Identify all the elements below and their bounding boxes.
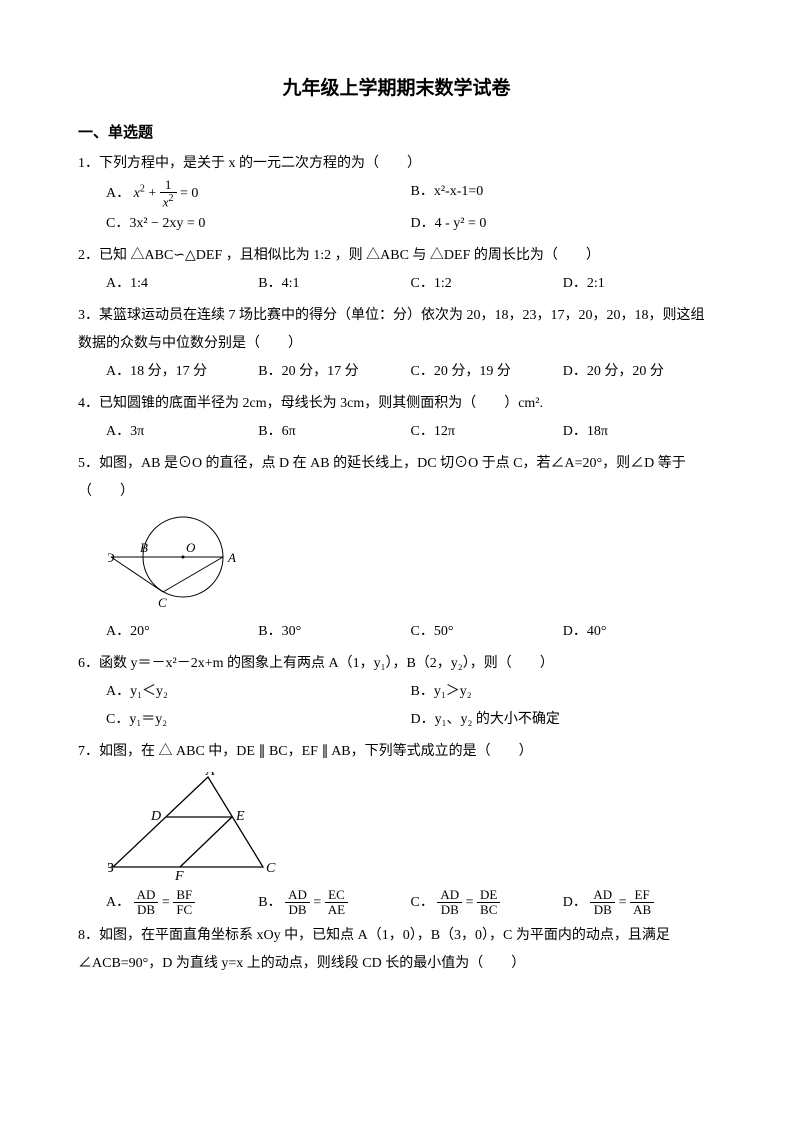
q5-option-c: C．50° xyxy=(411,618,563,646)
q6-stem: 6．函数 y＝－x²－2x+m 的图象上有两点 A（1，y₁），B（2，y₂），… xyxy=(78,650,715,678)
q3-option-c: C．20 分，19 分 xyxy=(411,358,563,386)
q5-option-a: A．20° xyxy=(106,618,258,646)
q6-option-a: A．y₁＜y₂ xyxy=(106,678,411,706)
q1-option-d: D．4 - y² = 0 xyxy=(411,210,716,238)
q5-stem: 5．如图，AB 是⊙O 的直径，点 D 在 AB 的延长线上，DC 切⊙O 于点… xyxy=(78,450,715,506)
label-C: C xyxy=(266,861,276,876)
q6-option-c: C．y₁＝y₂ xyxy=(106,706,411,734)
q2-stem: 2．已知 △ABC∽△DEF ，且相似比为 1:2 ，则 △ABC 与 △DEF… xyxy=(78,242,715,270)
q7-option-c: C． ADDB = DEBC xyxy=(411,888,563,918)
question-2: 2．已知 △ABC∽△DEF ，且相似比为 1:2 ，则 △ABC 与 △DEF… xyxy=(78,242,715,298)
q2-option-c: C．1:2 xyxy=(411,270,563,298)
q5-option-b: B．30° xyxy=(258,618,410,646)
q1-a-expr: x2 + 1x2 xyxy=(134,186,177,201)
q1-option-c: C．3x² − 2xy = 0 xyxy=(106,210,411,238)
q3-option-a: A．18 分，17 分 xyxy=(106,358,258,386)
q3-option-d: D．20 分，20 分 xyxy=(563,358,715,386)
q2-option-d: D．2:1 xyxy=(563,270,715,298)
q1-a-pre: A． xyxy=(106,186,130,201)
q8-stem: 8．如图，在平面直角坐标系 xOy 中，已知点 A（1，0），B（3，0），C … xyxy=(78,922,715,978)
label-A: A xyxy=(227,550,236,565)
section-header: 一、单选题 xyxy=(78,118,715,148)
q1-option-b: B．x²-x-1=0 xyxy=(411,178,716,210)
q7-option-b: B． ADDB = ECAE xyxy=(258,888,410,918)
question-5: 5．如图，AB 是⊙O 的直径，点 D 在 AB 的延长线上，DC 切⊙O 于点… xyxy=(78,450,715,646)
q2-option-b: B．4:1 xyxy=(258,270,410,298)
q1-option-a: A． x2 + 1x2 = 0 xyxy=(106,178,411,210)
page-title: 九年级上学期期末数学试卷 xyxy=(78,70,715,108)
question-6: 6．函数 y＝－x²－2x+m 的图象上有两点 A（1，y₁），B（2，y₂），… xyxy=(78,650,715,734)
q4-option-d: D．18π xyxy=(563,418,715,446)
label-D: D xyxy=(108,550,115,565)
q2-option-a: A．1:4 xyxy=(106,270,258,298)
label-E: E xyxy=(235,809,245,824)
q6-option-d: D．y₁、y₂ 的大小不确定 xyxy=(411,706,716,734)
q1-stem: 1．下列方程中，是关于 x 的一元二次方程的为（ ） xyxy=(78,150,715,178)
q5-option-d: D．40° xyxy=(563,618,715,646)
q7-c-pre: C． xyxy=(411,895,434,910)
q1-a-post: = 0 xyxy=(180,186,198,201)
label-F: F xyxy=(174,869,184,882)
q3-option-b: B．20 分，17 分 xyxy=(258,358,410,386)
question-3: 3．某篮球运动员在连续 7 场比赛中的得分（单位：分）依次为 20，18，23，… xyxy=(78,302,715,386)
q4-option-c: C．12π xyxy=(411,418,563,446)
q7-option-a: A． ADDB = BFFC xyxy=(106,888,258,918)
q7-b-pre: B． xyxy=(258,895,281,910)
q5-figure: A B D C O xyxy=(108,512,715,612)
q6-option-b: B．y₁＞y₂ xyxy=(411,678,716,706)
question-4: 4．已知圆锥的底面半径为 2cm，母线长为 3cm，则其侧面积为（ ）cm². … xyxy=(78,390,715,446)
label-A: A xyxy=(205,772,215,779)
label-D: D xyxy=(150,809,161,824)
q7-figure: A B C D E F xyxy=(108,772,715,882)
q4-option-a: A．3π xyxy=(106,418,258,446)
q7-stem: 7．如图，在 △ ABC 中，DE ∥ BC，EF ∥ AB，下列等式成立的是（… xyxy=(78,738,715,766)
q4-stem: 4．已知圆锥的底面半径为 2cm，母线长为 3cm，则其侧面积为（ ）cm². xyxy=(78,390,715,418)
q7-d-pre: D． xyxy=(563,895,587,910)
label-B: B xyxy=(140,540,148,555)
label-O: O xyxy=(186,540,196,555)
question-8: 8．如图，在平面直角坐标系 xOy 中，已知点 A（1，0），B（3，0），C … xyxy=(78,922,715,978)
question-1: 1．下列方程中，是关于 x 的一元二次方程的为（ ） A． x2 + 1x2 =… xyxy=(78,150,715,238)
label-B: B xyxy=(108,861,114,876)
q3-stem: 3．某篮球运动员在连续 7 场比赛中的得分（单位：分）依次为 20，18，23，… xyxy=(78,302,715,358)
question-7: 7．如图，在 △ ABC 中，DE ∥ BC，EF ∥ AB，下列等式成立的是（… xyxy=(78,738,715,918)
q4-option-b: B．6π xyxy=(258,418,410,446)
q7-option-d: D． ADDB = EFAB xyxy=(563,888,715,918)
label-C: C xyxy=(158,595,167,610)
q7-a-pre: A． xyxy=(106,895,130,910)
